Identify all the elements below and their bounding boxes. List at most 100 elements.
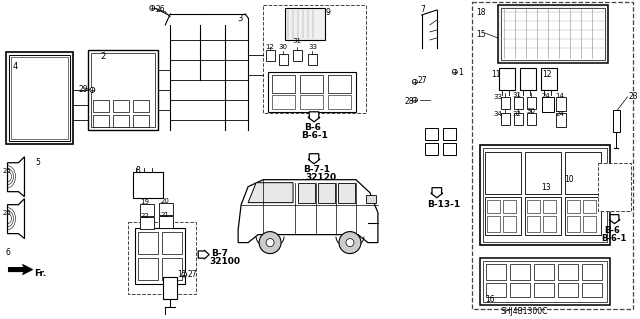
Polygon shape xyxy=(238,180,378,242)
Polygon shape xyxy=(248,183,293,203)
Bar xyxy=(541,97,554,112)
Text: 21: 21 xyxy=(160,211,169,218)
Bar xyxy=(534,263,554,279)
Bar xyxy=(582,263,602,279)
Bar xyxy=(527,113,536,125)
Text: SHJ4B1300C: SHJ4B1300C xyxy=(501,308,548,316)
Bar xyxy=(10,57,68,139)
Bar xyxy=(133,115,149,127)
Bar xyxy=(582,216,596,232)
Bar xyxy=(500,113,509,125)
Text: B-7: B-7 xyxy=(211,249,228,257)
Bar xyxy=(486,263,506,279)
Bar xyxy=(318,183,335,203)
Text: 33: 33 xyxy=(308,44,317,50)
Text: 30: 30 xyxy=(527,108,536,114)
Bar xyxy=(93,100,109,112)
Bar xyxy=(272,95,295,109)
Text: 25: 25 xyxy=(3,168,12,174)
Polygon shape xyxy=(8,264,33,275)
Bar xyxy=(557,283,577,296)
Circle shape xyxy=(452,70,457,74)
Bar xyxy=(500,97,509,109)
Bar xyxy=(556,97,566,111)
Bar xyxy=(483,148,607,241)
Bar xyxy=(612,110,620,132)
Bar xyxy=(138,257,158,279)
Text: 7: 7 xyxy=(420,5,425,14)
Text: B-13-1: B-13-1 xyxy=(427,200,460,209)
Bar xyxy=(541,68,557,90)
Bar xyxy=(138,232,158,254)
Text: 19: 19 xyxy=(140,199,149,205)
Polygon shape xyxy=(308,112,320,122)
Bar xyxy=(266,50,275,61)
Bar xyxy=(272,75,295,93)
Circle shape xyxy=(259,232,281,254)
Bar xyxy=(502,216,516,232)
Bar xyxy=(534,283,554,296)
Bar xyxy=(128,222,196,293)
Bar xyxy=(514,113,523,125)
Bar xyxy=(425,143,438,155)
Text: 4: 4 xyxy=(13,62,18,71)
Bar xyxy=(93,115,109,127)
Text: 32: 32 xyxy=(513,111,522,117)
Text: 15: 15 xyxy=(476,30,485,39)
Bar xyxy=(564,152,600,194)
Text: 26: 26 xyxy=(156,5,165,14)
Bar xyxy=(133,172,163,198)
Bar xyxy=(140,204,154,216)
Bar xyxy=(487,216,500,232)
Polygon shape xyxy=(431,188,443,198)
Bar xyxy=(543,200,556,213)
Bar xyxy=(543,216,556,232)
Text: 34: 34 xyxy=(493,111,502,117)
Bar xyxy=(443,128,456,140)
Text: 27: 27 xyxy=(418,76,428,85)
Bar xyxy=(502,200,516,213)
Bar xyxy=(480,257,609,306)
Bar xyxy=(308,54,317,65)
Text: 13: 13 xyxy=(541,183,551,192)
Bar xyxy=(425,128,438,140)
Polygon shape xyxy=(308,154,320,164)
Text: 27: 27 xyxy=(188,270,197,278)
Text: 22: 22 xyxy=(140,213,149,219)
Text: 1: 1 xyxy=(458,68,463,77)
Circle shape xyxy=(412,79,417,84)
Text: B-6-1: B-6-1 xyxy=(301,131,328,140)
Bar xyxy=(366,195,376,203)
Text: 17: 17 xyxy=(177,270,187,278)
Text: 24: 24 xyxy=(541,93,550,99)
Bar xyxy=(163,232,182,254)
Bar xyxy=(113,115,129,127)
Bar xyxy=(285,8,325,40)
Text: 30: 30 xyxy=(278,44,287,50)
Bar xyxy=(525,197,561,234)
Bar xyxy=(500,8,605,60)
Text: B-7-1: B-7-1 xyxy=(303,165,330,174)
Bar xyxy=(293,50,302,61)
Text: Fr.: Fr. xyxy=(35,269,47,278)
Bar xyxy=(484,197,521,234)
Text: 2: 2 xyxy=(100,52,106,61)
Text: 24: 24 xyxy=(556,111,564,117)
Bar xyxy=(486,283,506,296)
Bar xyxy=(263,5,366,113)
Bar xyxy=(598,163,632,211)
Polygon shape xyxy=(198,250,209,259)
Bar xyxy=(472,2,634,309)
Circle shape xyxy=(412,97,417,102)
Bar xyxy=(566,216,580,232)
Bar xyxy=(509,263,530,279)
Bar xyxy=(527,200,540,213)
Bar xyxy=(483,261,607,302)
Text: 9: 9 xyxy=(326,8,331,17)
Text: B-6: B-6 xyxy=(605,226,620,235)
Bar xyxy=(298,183,315,203)
Bar xyxy=(484,152,521,194)
Bar xyxy=(566,200,580,213)
Text: 5: 5 xyxy=(35,158,40,167)
Bar xyxy=(140,217,154,229)
